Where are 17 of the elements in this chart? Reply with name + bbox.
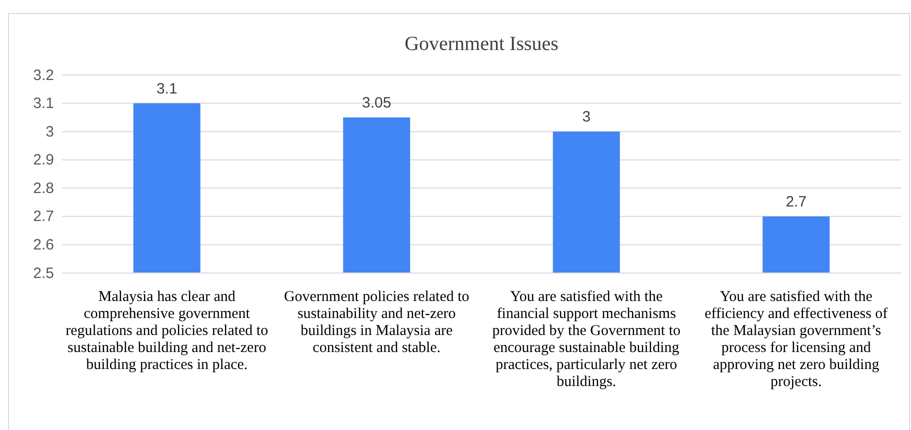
y-tick-label: 2.5: [33, 264, 54, 282]
data-label: 3.1: [156, 80, 178, 98]
y-tick-label: 3.2: [33, 66, 54, 84]
x-tick-label: You are satisfied with the efficiency and effectiveness of the Malaysian government’s process for licensing and approving net zero building projects.: [704, 289, 888, 390]
data-label: 3: [582, 108, 591, 126]
data-label: 3.05: [362, 94, 392, 112]
y-tick-label: 2.7: [33, 208, 54, 226]
y-tick-label: 2.8: [33, 180, 54, 197]
y-tick-label: 2.6: [33, 236, 54, 254]
x-tick-label: Malaysia has clear and comprehensive government regulations and policies related to sustainable building and net-zero building practices in place.: [66, 289, 268, 373]
y-tick-label: 2.9: [33, 152, 54, 169]
y-tick-label: 3.1: [33, 95, 54, 112]
chart-title: Government Issues: [404, 33, 559, 55]
x-tick-label: You are satisfied with the financial support mechanisms provided by the Government to encourage sustainable building practices, particularly net zero buildings.: [492, 289, 681, 390]
data-label: 2.7: [786, 193, 807, 210]
x-tick-label: Government policies related to sustainability and net-zero buildings in Malaysia are consistent and stable.: [284, 289, 470, 356]
y-tick-label: 3: [46, 123, 54, 140]
